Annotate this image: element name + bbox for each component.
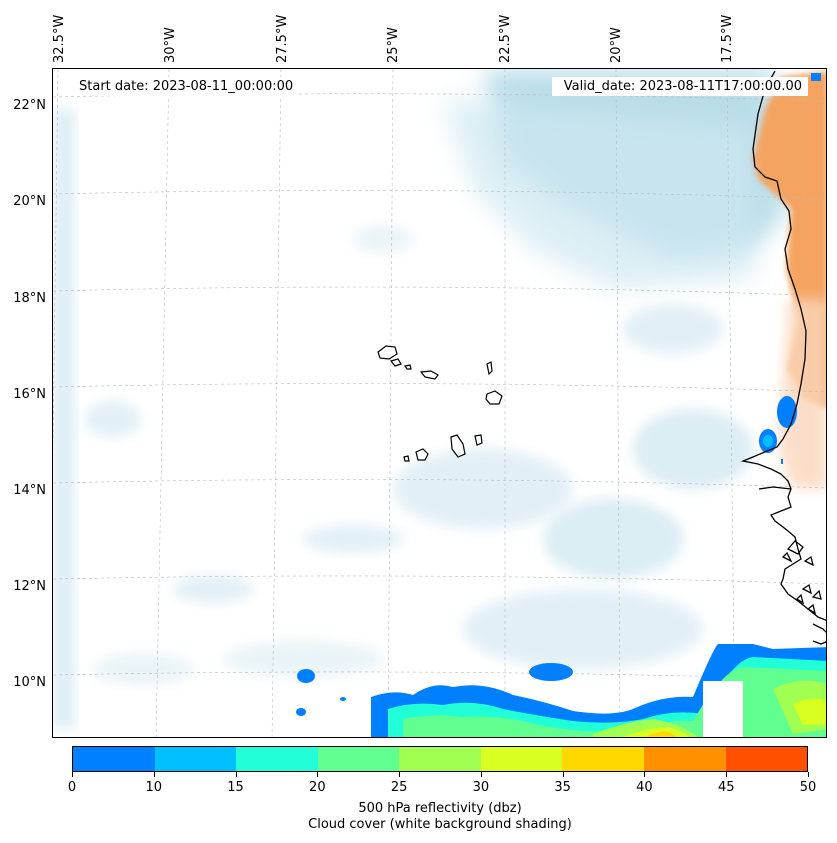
colorbar-tick-label: 30 xyxy=(472,780,490,795)
colorbar-tick-label: 35 xyxy=(554,780,571,795)
cloud-patch xyxy=(85,401,141,437)
island-boa-vista xyxy=(485,390,503,405)
cloud-north-band-light xyxy=(443,99,753,289)
colorbar-segment xyxy=(73,747,155,771)
cloud-patch xyxy=(543,499,683,579)
colorbar-tick xyxy=(72,772,73,777)
colorbar-title: 500 hPa reflectivity (dbz) xyxy=(358,801,522,816)
colorbar-subtitle: Cloud cover (white background shading) xyxy=(308,817,572,832)
valid-date-label: Valid_date: 2023-08-11T17:00:00.00 xyxy=(551,77,808,96)
colorbar-segment xyxy=(725,747,808,771)
colorbar-tick xyxy=(562,772,564,777)
coastline-layer xyxy=(740,70,826,645)
cloud-west-edge xyxy=(53,109,75,729)
guinea-coast xyxy=(812,623,826,645)
colorbar-tick xyxy=(726,772,728,777)
colorbar-tick-label: 10 xyxy=(145,780,163,795)
colorbar-tick xyxy=(399,772,401,777)
colorbar-segment xyxy=(399,747,481,771)
cloud-cover-layer xyxy=(53,69,788,729)
cloud-patch xyxy=(393,449,573,529)
africa-coastline xyxy=(740,70,826,621)
cloud-patch xyxy=(223,641,383,677)
colorbar-tick xyxy=(317,772,319,777)
lat-label-10n: 10°N xyxy=(13,675,46,690)
colorbar-tick xyxy=(235,772,237,777)
colorbar-tick xyxy=(808,772,809,777)
cloud-patch xyxy=(303,525,403,553)
land-shading-layer xyxy=(753,71,826,489)
reflectivity-gap xyxy=(703,681,743,737)
colorbar-segment xyxy=(236,747,318,771)
lat-label-12n: 12°N xyxy=(13,579,46,594)
lat-label-20n: 20°N xyxy=(13,194,46,209)
reflectivity-cell xyxy=(811,73,821,81)
colorbar-segment xyxy=(562,747,644,771)
colorbar-tick-label: 15 xyxy=(227,780,244,795)
start-date-label: Start date: 2023-08-11_00:00:00 xyxy=(73,77,300,96)
island-sal xyxy=(486,361,493,376)
island-fogo xyxy=(415,448,429,461)
lat-label-16n: 16°N xyxy=(13,387,46,402)
lon-label-27-5w: 27.5°W xyxy=(275,14,290,63)
lat-label-14n: 14°N xyxy=(13,483,46,498)
colorbar-tick-label: 40 xyxy=(636,780,653,795)
colorbar-tick-label: 20 xyxy=(309,780,326,795)
colorbar-tick xyxy=(480,772,482,777)
colorbar-segment xyxy=(643,747,726,771)
reflectivity-cell xyxy=(781,459,783,464)
colorbar-tick-label: 0 xyxy=(67,780,77,795)
colorbar-tick-label: 50 xyxy=(799,780,817,795)
lat-label-22n: 22°N xyxy=(13,98,46,113)
cloud-patch xyxy=(633,409,753,489)
island-brava xyxy=(403,455,410,462)
island-santo-antao xyxy=(377,345,398,360)
cape-verde-islands xyxy=(377,345,503,462)
lon-label-22-5w: 22.5°W xyxy=(498,14,513,63)
lon-label-30w: 30°W xyxy=(163,27,178,63)
reflectivity-layer xyxy=(296,73,826,737)
lat-label-18n: 18°N xyxy=(13,291,46,306)
cloud-patch xyxy=(173,575,253,603)
reflectivity-core-35 xyxy=(645,731,677,737)
reflectivity-cell xyxy=(763,435,773,447)
colorbar-tick-label: 45 xyxy=(717,780,735,795)
map-canvas xyxy=(53,69,826,737)
colorbar-tick-label: 25 xyxy=(390,780,408,795)
guinea-bissau-islands xyxy=(781,540,814,567)
land-dust-fade xyxy=(778,299,826,489)
reflectivity-cell xyxy=(296,708,306,716)
reflectivity-cell xyxy=(529,663,573,681)
gambia-river xyxy=(758,486,792,490)
island-sao-vicente xyxy=(389,358,402,367)
cloud-patch xyxy=(93,653,193,685)
reflectivity-cell xyxy=(340,697,346,701)
island-santiago xyxy=(450,434,466,458)
cloud-patch xyxy=(353,225,413,253)
reflectivity-cell xyxy=(297,669,315,683)
colorbar-tick xyxy=(644,772,646,777)
lon-label-25w: 25°W xyxy=(386,27,401,63)
colorbar-segment xyxy=(154,747,237,771)
colorbar-segment xyxy=(480,747,563,771)
island-sao-nicolau xyxy=(419,370,439,380)
island-santa-luzia xyxy=(404,364,412,370)
colorbar-tick xyxy=(153,772,155,777)
colorbar xyxy=(72,746,808,772)
lon-label-32-5w: 32.5°W xyxy=(52,14,67,63)
lon-label-17-5w: 17.5°W xyxy=(720,14,735,63)
cloud-patch xyxy=(623,304,723,354)
reflectivity-core-east-30 xyxy=(793,698,826,725)
bijagos-islands xyxy=(795,583,822,615)
island-maio xyxy=(474,434,483,446)
map-panel: Start date: 2023-08-11_00:00:00 Valid_da… xyxy=(52,68,827,738)
lon-label-20w: 20°W xyxy=(609,27,624,63)
colorbar-segment xyxy=(317,747,400,771)
cloud-patch xyxy=(463,589,703,669)
